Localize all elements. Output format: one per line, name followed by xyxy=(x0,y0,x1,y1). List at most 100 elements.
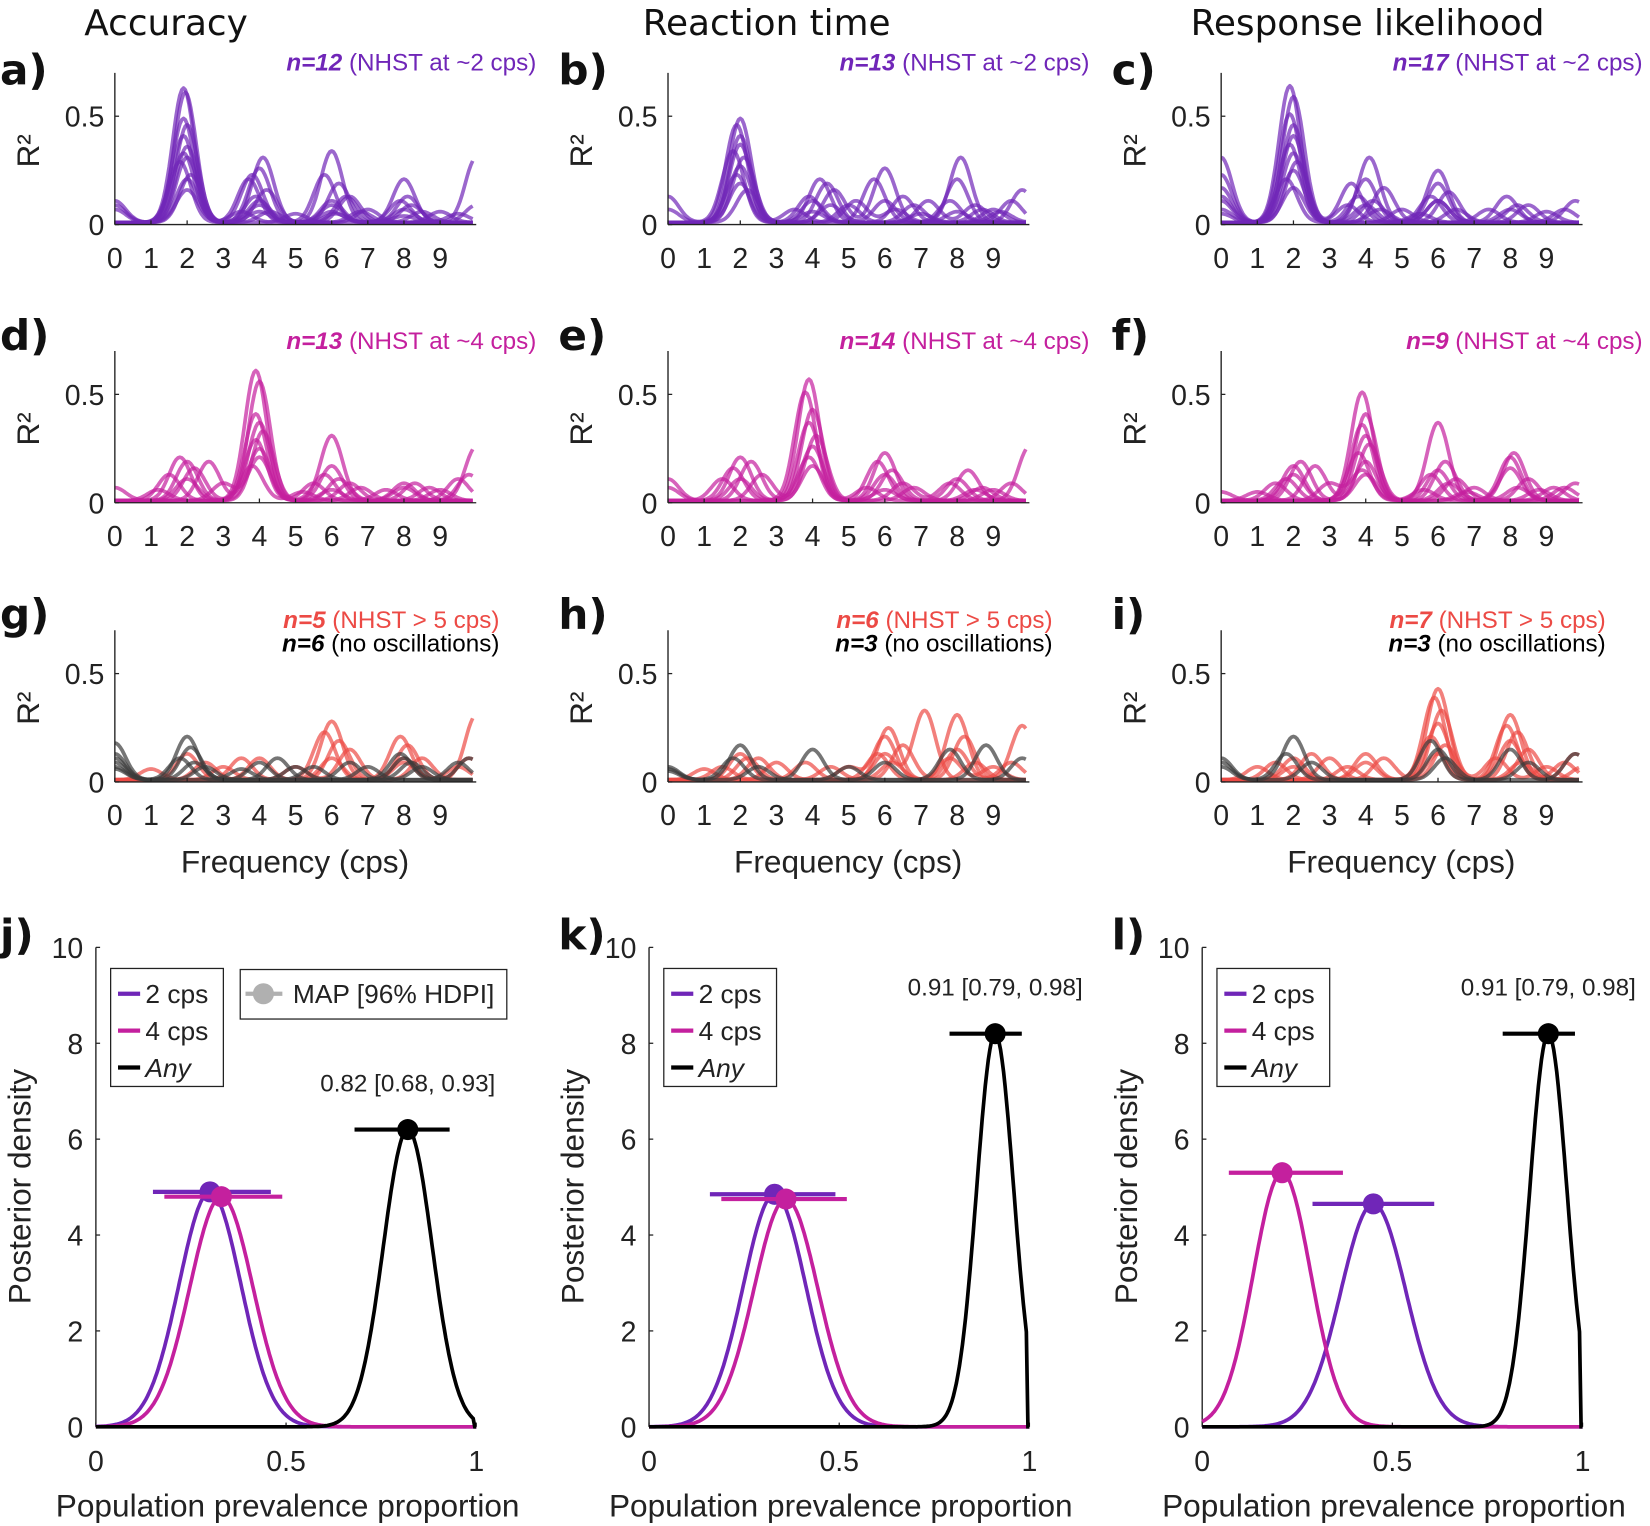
series-line-gray-10 xyxy=(114,760,473,782)
series-line-magenta-7 xyxy=(114,455,473,503)
annotation: n=3 (no oscillations) xyxy=(835,630,1052,657)
x-tick-label: 2 xyxy=(179,800,195,832)
annotation: n=5 (NHST > 5 cps) xyxy=(283,607,499,634)
y-tick-label: 10 xyxy=(605,933,637,965)
series-line-purple-10 xyxy=(1221,185,1581,225)
panel-letter: l) xyxy=(1112,910,1146,959)
x-tick-label: 6 xyxy=(1430,800,1446,832)
legend-label: 4 cps xyxy=(1252,1016,1315,1046)
x-tick-label: 2 xyxy=(1286,521,1302,553)
x-tick-label: 3 xyxy=(769,800,785,832)
x-tick-label: 8 xyxy=(949,243,965,275)
x-tick-label: 6 xyxy=(324,243,340,275)
annotation-count: n=13 xyxy=(286,328,342,355)
x-axis-label: Frequency (cps) xyxy=(1287,844,1515,880)
x-tick-label: 8 xyxy=(1502,800,1518,832)
series-line-gray-6 xyxy=(114,745,473,782)
annotation-count: n=7 xyxy=(1389,607,1433,634)
map-point xyxy=(1362,1193,1384,1215)
x-tick-label: 8 xyxy=(1502,521,1518,553)
annotation-count: n=9 xyxy=(1406,328,1449,355)
x-tick-label: 8 xyxy=(396,800,412,832)
y-tick-label: 10 xyxy=(1158,933,1190,965)
annotation-count: n=6 xyxy=(836,607,879,634)
legend-label: Any xyxy=(1250,1053,1299,1083)
posterior-curve-4-cps xyxy=(1201,1170,1583,1429)
panel-letter: i) xyxy=(1112,590,1146,639)
y-axis-label: Posterior density xyxy=(1108,1069,1144,1305)
x-tick-label: 2 xyxy=(732,800,748,832)
y-tick-label: 0 xyxy=(1195,488,1211,520)
x-tick-label: 1 xyxy=(1249,243,1265,275)
y-tick-label: 0.5 xyxy=(618,380,658,412)
y-axis-label: Posterior density xyxy=(2,1069,38,1305)
panel-letter: f) xyxy=(1112,311,1150,360)
x-tick-label: 0 xyxy=(660,521,676,553)
x-tick-label: 6 xyxy=(877,521,893,553)
y-tick-label: 0.5 xyxy=(65,102,105,134)
panel-letter: h) xyxy=(558,590,607,639)
series-line-magenta-2 xyxy=(667,407,1026,503)
x-tick-label: 0 xyxy=(88,1446,104,1478)
annotation-text: (no oscillations) xyxy=(878,630,1053,657)
map-point xyxy=(397,1119,419,1141)
x-tick-label: 9 xyxy=(432,243,448,275)
legend-label: 2 cps xyxy=(699,979,762,1009)
x-tick-label: 9 xyxy=(985,800,1001,832)
panel-letter: g) xyxy=(0,590,49,639)
panel-letter: d) xyxy=(0,311,49,360)
x-tick-label: 0 xyxy=(107,800,123,832)
series-line-purple-11 xyxy=(114,188,473,225)
x-tick-label: 6 xyxy=(1430,521,1446,553)
posterior-curve-any xyxy=(1202,1032,1583,1429)
annotation-count: n=3 xyxy=(1388,630,1431,657)
annotation: n=6 (NHST > 5 cps) xyxy=(836,607,1052,634)
y-tick-label: 2 xyxy=(621,1316,637,1348)
annotation-text: (NHST at ~4 cps) xyxy=(895,328,1089,355)
annotation-count: n=5 xyxy=(283,607,326,634)
annotation: n=12 (NHST at ~2 cps) xyxy=(286,50,536,77)
x-axis-label: Population prevalence proportion xyxy=(56,1487,520,1523)
series-line-purple-9 xyxy=(667,188,1026,225)
x-tick-label: 8 xyxy=(396,243,412,275)
x-tick-label: 8 xyxy=(949,521,965,553)
map-legend-box xyxy=(239,968,508,1020)
x-tick-label: 1 xyxy=(1249,521,1265,553)
x-tick-label: 3 xyxy=(769,243,785,275)
annotation: n=3 (no oscillations) xyxy=(1388,630,1605,657)
x-tick-label: 7 xyxy=(1466,800,1482,832)
y-tick-label: 0.5 xyxy=(65,659,105,691)
y-axis-label: R² xyxy=(10,134,46,167)
annotation-count: n=12 xyxy=(286,50,342,77)
y-axis-label: R² xyxy=(10,412,46,445)
x-tick-label: 9 xyxy=(1539,800,1555,832)
x-tick-label: 4 xyxy=(251,521,267,553)
x-tick-label: 0 xyxy=(1213,800,1229,832)
posterior-curve-4-cps xyxy=(649,1197,1030,1429)
x-axis-label: Frequency (cps) xyxy=(181,844,409,880)
panel-letter: j) xyxy=(0,910,34,959)
y-tick-label: 8 xyxy=(67,1029,83,1061)
y-tick-label: 2 xyxy=(1174,1316,1190,1348)
x-tick-label: 7 xyxy=(360,521,376,553)
panel-letter: k) xyxy=(558,910,605,959)
legend-label: 4 cps xyxy=(699,1016,762,1046)
annotation-count: n=6 xyxy=(282,630,325,657)
y-tick-label: 0 xyxy=(88,488,104,520)
y-axis-label: R² xyxy=(1116,692,1152,725)
series-line-gray-7 xyxy=(667,747,1026,782)
x-tick-label: 0.5 xyxy=(819,1446,859,1478)
panel-letter: b) xyxy=(558,45,607,94)
y-tick-label: 0.5 xyxy=(1171,102,1211,134)
x-tick-label: 2 xyxy=(1286,243,1302,275)
map-hdpi-annotation: 0.91 [0.79, 0.98] xyxy=(1461,975,1636,1002)
panel-letter: c) xyxy=(1112,45,1156,94)
x-tick-label: 3 xyxy=(769,521,785,553)
x-tick-label: 3 xyxy=(215,521,231,553)
legend-label: 4 cps xyxy=(145,1016,208,1046)
